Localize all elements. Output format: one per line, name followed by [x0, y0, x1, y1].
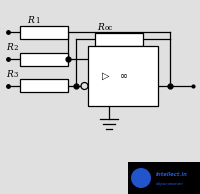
Text: 2: 2: [14, 44, 18, 52]
Text: R: R: [6, 43, 13, 52]
Bar: [20, 25, 68, 38]
Bar: [127, 162, 200, 194]
Circle shape: [81, 82, 88, 89]
Text: 1: 1: [35, 17, 39, 25]
Text: R: R: [27, 16, 34, 25]
Bar: [95, 33, 142, 46]
Bar: [20, 53, 68, 66]
Text: ∞: ∞: [119, 71, 127, 81]
Text: ▷: ▷: [102, 71, 109, 81]
Text: R: R: [97, 23, 103, 32]
Bar: [20, 80, 68, 93]
Circle shape: [130, 168, 150, 188]
Text: 3: 3: [14, 71, 18, 79]
Text: R: R: [6, 70, 13, 79]
Bar: [88, 46, 157, 106]
Text: oc: oc: [104, 24, 113, 32]
Text: Intellect.in: Intellect.in: [155, 171, 187, 177]
Text: образование: образование: [155, 182, 183, 186]
